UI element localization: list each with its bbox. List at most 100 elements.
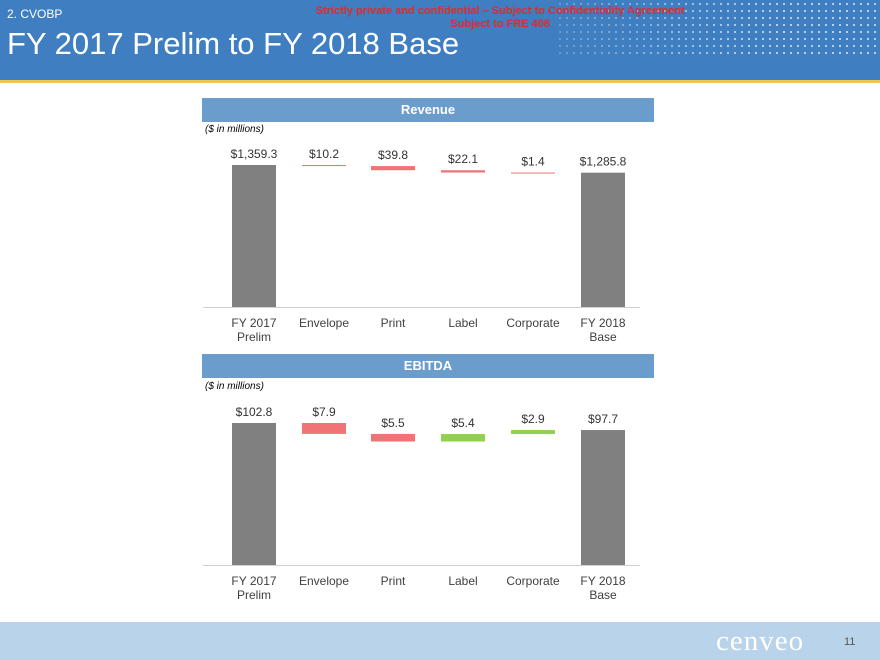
data-label-2: $39.8 <box>378 148 408 162</box>
footer-bar <box>0 622 880 660</box>
dot <box>873 37 877 41</box>
dot <box>684 51 688 55</box>
dot <box>663 44 667 48</box>
dot <box>677 23 681 27</box>
dot <box>873 2 877 6</box>
dot <box>572 9 576 13</box>
dot <box>712 16 716 20</box>
dot <box>726 44 730 48</box>
dot <box>642 2 646 6</box>
dot <box>579 16 583 20</box>
dot <box>775 16 779 20</box>
dot <box>810 51 814 55</box>
dot <box>817 44 821 48</box>
dot <box>698 37 702 41</box>
dot <box>719 23 723 27</box>
dot <box>705 37 709 41</box>
dot <box>768 16 772 20</box>
dot <box>733 16 737 20</box>
dot <box>873 51 877 55</box>
dot <box>670 30 674 34</box>
dot <box>558 44 562 48</box>
dot <box>838 30 842 34</box>
bar-2 <box>371 166 415 171</box>
dot <box>747 30 751 34</box>
dot <box>607 9 611 13</box>
dot <box>733 44 737 48</box>
dot <box>642 44 646 48</box>
dot <box>852 2 856 6</box>
dot <box>670 51 674 55</box>
dot <box>838 23 842 27</box>
dot <box>775 2 779 6</box>
dot <box>817 23 821 27</box>
dot <box>824 23 828 27</box>
dot <box>607 23 611 27</box>
dot <box>684 23 688 27</box>
dot <box>600 9 604 13</box>
bar-3 <box>441 434 485 442</box>
data-label-0: $1,359.3 <box>231 147 278 161</box>
dot <box>775 9 779 13</box>
dot <box>782 16 786 20</box>
dot <box>607 30 611 34</box>
dot <box>740 30 744 34</box>
dot <box>698 44 702 48</box>
dot <box>628 23 632 27</box>
dot <box>565 44 569 48</box>
dot <box>845 2 849 6</box>
dot <box>740 44 744 48</box>
bar-5 <box>581 172 625 307</box>
bar-1 <box>302 165 346 167</box>
data-label-1: $7.9 <box>312 405 336 419</box>
dot <box>698 51 702 55</box>
dot <box>831 37 835 41</box>
dot <box>705 51 709 55</box>
section-label: 2. CVOBP <box>7 7 63 21</box>
dot <box>824 51 828 55</box>
dot <box>614 37 618 41</box>
dot <box>642 30 646 34</box>
dot <box>712 51 716 55</box>
dot <box>684 44 688 48</box>
dot <box>845 16 849 20</box>
dot <box>614 44 618 48</box>
dot <box>845 37 849 41</box>
data-label-3: $22.1 <box>448 152 478 166</box>
data-label-5: $97.7 <box>588 412 618 426</box>
dot <box>845 51 849 55</box>
dot <box>866 23 870 27</box>
dot <box>677 16 681 20</box>
dot <box>859 16 863 20</box>
dot <box>670 44 674 48</box>
dot <box>719 2 723 6</box>
dot <box>712 30 716 34</box>
dot <box>600 37 604 41</box>
data-label-5: $1,285.8 <box>580 155 627 169</box>
dot <box>565 37 569 41</box>
dot <box>558 23 562 27</box>
dot <box>698 23 702 27</box>
dot <box>586 9 590 13</box>
dot <box>768 37 772 41</box>
dot <box>572 30 576 34</box>
dot <box>810 23 814 27</box>
bar-0 <box>232 165 276 307</box>
dot <box>614 51 618 55</box>
dot <box>789 2 793 6</box>
dot <box>810 16 814 20</box>
dot <box>733 37 737 41</box>
dot <box>782 51 786 55</box>
dot <box>859 37 863 41</box>
dot <box>768 9 772 13</box>
dot <box>663 9 667 13</box>
dot <box>726 23 730 27</box>
dot <box>621 44 625 48</box>
dot <box>691 44 695 48</box>
dot <box>600 16 604 20</box>
dot <box>600 51 604 55</box>
dot <box>740 37 744 41</box>
dot <box>817 2 821 6</box>
dot <box>782 23 786 27</box>
